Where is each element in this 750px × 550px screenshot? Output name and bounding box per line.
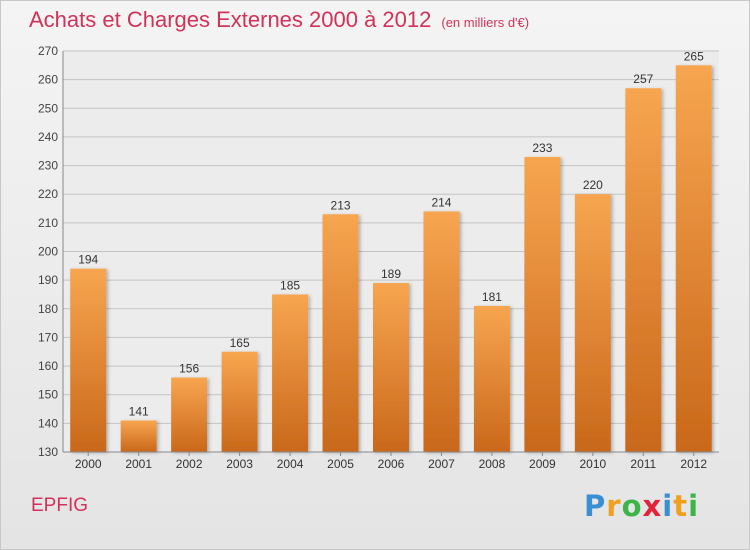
value-label-2007: 214 [431, 195, 451, 209]
bar-2012 [675, 65, 712, 453]
bar-2007 [423, 211, 460, 452]
logo-letter: r [606, 489, 622, 523]
bar-2002 [171, 377, 208, 452]
y-tick-label: 250 [38, 101, 58, 115]
bar-2009 [524, 156, 561, 452]
y-tick-label: 170 [38, 330, 58, 344]
value-label-2006: 189 [381, 267, 401, 281]
y-tick-label: 220 [38, 187, 58, 201]
value-label-2008: 181 [482, 290, 502, 304]
bars [70, 65, 712, 453]
x-tick-label-2009: 2009 [529, 457, 556, 471]
x-tick-label-2010: 2010 [579, 457, 606, 471]
y-tick-label: 270 [38, 44, 58, 58]
bar-2001 [120, 420, 157, 452]
y-tick-label: 140 [38, 416, 58, 430]
y-tick-label: 150 [38, 388, 58, 402]
y-tick-label: 160 [38, 359, 58, 373]
chart-subtitle: (en milliers d'€) [441, 15, 530, 30]
value-label-2000: 194 [78, 253, 98, 267]
x-tick-label-2001: 2001 [125, 457, 152, 471]
x-tick-label-2002: 2002 [176, 457, 203, 471]
value-label-2011: 257 [633, 72, 653, 86]
x-tick-label-2000: 2000 [75, 457, 102, 471]
x-tick-label-2012: 2012 [680, 457, 707, 471]
value-label-2004: 185 [280, 278, 300, 292]
logo-letter: i [662, 489, 674, 523]
logo-letter: i [688, 489, 700, 523]
bar-2006 [373, 283, 409, 452]
bar-2000 [70, 268, 107, 452]
y-tick-label: 200 [38, 245, 58, 259]
value-label-2003: 165 [230, 336, 250, 350]
x-tick-label-2007: 2007 [428, 457, 455, 471]
y-tick-label: 210 [38, 216, 58, 230]
x-tick-label-2006: 2006 [378, 457, 405, 471]
bar-2011 [625, 88, 662, 452]
y-tick-label: 130 [38, 445, 58, 459]
x-tick-label-2004: 2004 [277, 457, 304, 471]
y-tick-label: 180 [38, 302, 58, 316]
location-label: EPFIG [31, 495, 89, 516]
value-label-2012: 265 [684, 49, 704, 63]
y-tick-label: 230 [38, 159, 58, 173]
y-tick-label: 260 [38, 73, 58, 87]
value-label-2001: 141 [129, 404, 149, 418]
value-labels: 194 141 156 165 185 213 189 214 181 233 220 257 265 [78, 49, 704, 418]
bar-2004 [272, 294, 309, 452]
bar-2003 [221, 351, 258, 452]
bar-2008 [473, 305, 510, 452]
proxiti-logo[interactable]: Proxiti [584, 489, 699, 523]
value-label-2009: 233 [532, 141, 552, 155]
x-tick-label-2008: 2008 [479, 457, 506, 471]
value-label-2010: 220 [583, 178, 603, 192]
logo-letter: P [584, 489, 607, 523]
value-label-2005: 213 [331, 198, 351, 212]
y-tick-label: 190 [38, 273, 58, 287]
x-tick-label-2003: 2003 [226, 457, 253, 471]
chart-title: Achats et Charges Externes 2000 à 2012 (e… [29, 7, 529, 33]
logo-letter: x [642, 489, 663, 523]
x-tick-label-2005: 2005 [327, 457, 354, 471]
axes: 130 140 150 160 170 180 190 200 210 220 230 240 250 2… [38, 44, 719, 471]
x-tick-label-2011: 2011 [630, 457, 656, 471]
value-label-2002: 156 [179, 362, 199, 376]
chart-title-text: Achats et Charges Externes 2000 à 2012 [29, 7, 432, 32]
bar-2005 [322, 214, 359, 452]
logo-letter: o [621, 489, 643, 523]
logo-letter: t [673, 489, 689, 523]
bar-2010 [574, 194, 611, 452]
y-tick-label: 240 [38, 130, 58, 144]
